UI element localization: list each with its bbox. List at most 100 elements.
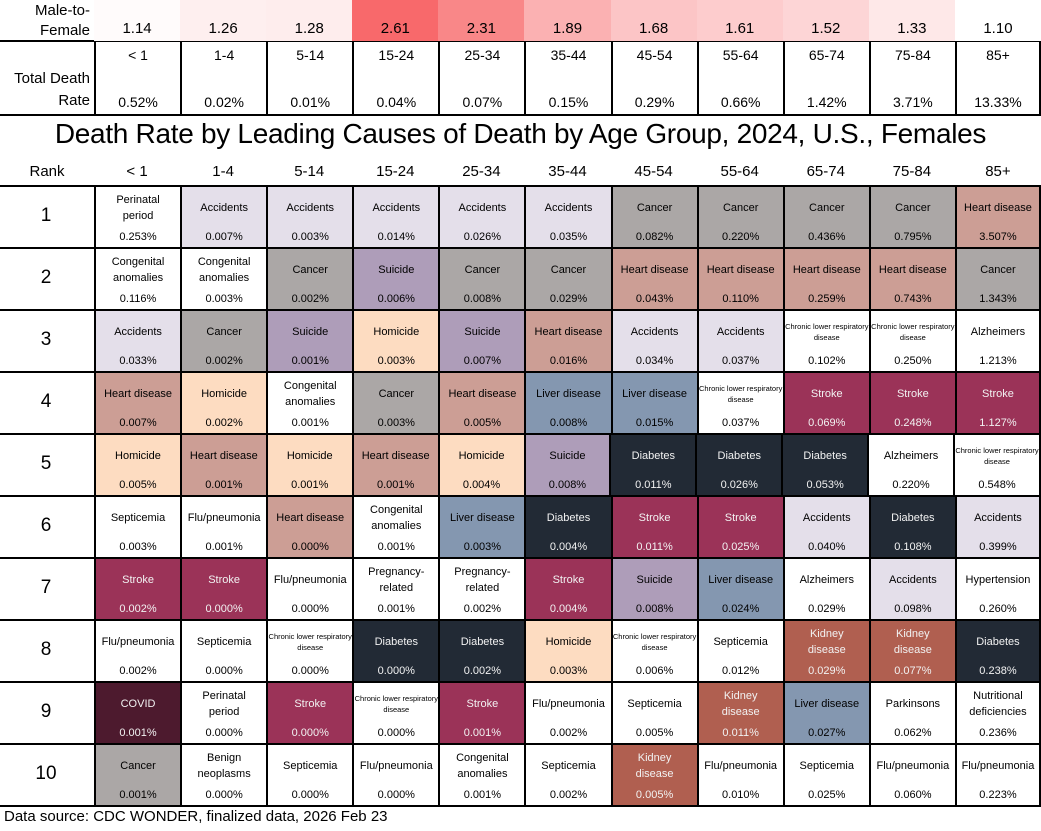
cause-cell: Accidents 0.026% (438, 187, 525, 247)
cause-rate: 0.006% (635, 665, 674, 677)
cause-rate: 0.011% (635, 479, 672, 491)
cause-rate: 0.110% (722, 293, 759, 305)
total-cell: 35-44 0.15% (524, 42, 610, 114)
cause-name: Chronic lower respiratory disease (871, 322, 955, 342)
cause-name: Alzheimers (970, 326, 1026, 338)
cause-rate: 0.004% (549, 603, 588, 615)
cause-cell: Flu/pneumonia 0.000% (352, 745, 438, 805)
cause-name-box: Congenital anomalies (284, 373, 337, 415)
cause-rate: 0.040% (808, 541, 846, 553)
cause-name: Diabetes (631, 450, 676, 462)
total-death-rate-value: 0.01% (290, 94, 331, 110)
cause-name-box: Benign neoplasms (198, 745, 251, 787)
cause-rate: 0.005% (463, 417, 502, 429)
cause-name-box: Perinatal period (116, 187, 159, 229)
cause-cell: Congenital anomalies 0.116% (94, 249, 180, 309)
cause-rate: 0.005% (635, 727, 674, 739)
cause-cell: Septicemia 0.003% (94, 497, 180, 557)
cause-name-box: Stroke (725, 497, 757, 539)
cause-name: Suicide (292, 326, 329, 338)
cause-name-box: Cancer (980, 249, 1015, 291)
cause-name: Heart disease (189, 450, 258, 462)
age-group-label: 55-64 (722, 47, 759, 63)
cause-cell: Homicide 0.004% (437, 435, 524, 495)
rank-row: 7 Stroke 0.002% Stroke 0.000% Flu/pneumonia 0.… (0, 559, 1041, 621)
cause-name-box: Kidney disease (894, 621, 932, 663)
cause-name-box: Cancer (637, 187, 672, 229)
age-group-header: 5-14 (294, 163, 325, 180)
total-cell: 65-74 1.42% (782, 42, 869, 114)
age-group-label: < 1 (128, 47, 148, 63)
cause-name: Benign neoplasms (197, 752, 251, 780)
cause-name: Liver disease (536, 388, 601, 400)
cause-cell: Septicemia 0.025% (782, 745, 869, 805)
cause-name-box: Congenital anomalies (198, 249, 251, 291)
cause-name: Flu/pneumonia (704, 760, 778, 772)
ratio-value: 2.61 (352, 0, 439, 41)
rank-row: 1 Perinatal period 0.253% Accidents 0.007% Ac… (0, 187, 1041, 249)
cause-name-box: Kidney disease (636, 745, 674, 787)
cause-rate: 0.002% (463, 603, 502, 615)
cause-name-box: Homicide (201, 373, 247, 415)
cause-name: Stroke (122, 574, 154, 586)
cause-cell: Alzheimers 0.220% (867, 435, 953, 495)
cause-name-box: Chronic lower respiratory disease (699, 373, 783, 415)
cause-cell: Kidney disease 0.011% (696, 683, 783, 743)
cause-rate: 0.000% (291, 603, 329, 615)
cause-name: Liver disease (449, 512, 515, 524)
cause-cell: Heart disease 0.001% (179, 435, 266, 495)
data-source: Data source: CDC WONDER, finalized data,… (4, 808, 388, 825)
cause-cell: Cancer 0.002% (266, 249, 353, 309)
cause-rate: 0.000% (205, 665, 243, 677)
cause-rate: 0.003% (377, 417, 415, 429)
cause-name: Parkinsons (885, 698, 941, 710)
cause-name: Kidney disease (635, 752, 674, 780)
cause-rate: 0.000% (377, 789, 415, 801)
cause-rate: 0.037% (722, 355, 760, 367)
cause-name: Stroke (724, 512, 757, 524)
rank-number: 10 (35, 763, 57, 784)
cause-name: Kidney disease (893, 628, 932, 656)
total-cell: 55-64 0.66% (696, 42, 783, 114)
cause-cell: Accidents 0.014% (352, 187, 439, 247)
cause-name: Accidents (802, 512, 851, 524)
cause-name-box: Stroke (811, 373, 843, 415)
total-death-rate-value: 3.71% (893, 94, 933, 110)
cause-rate: 0.003% (463, 541, 502, 553)
cause-name-box: Liver disease (450, 497, 515, 539)
cause-name: Accidents (630, 326, 679, 338)
cause-name-box: Heart disease (964, 187, 1032, 229)
cause-cell: Flu/pneumonia 0.060% (868, 745, 955, 805)
cause-cell: Stroke 0.000% (180, 559, 267, 619)
cause-rate: 0.223% (979, 789, 1017, 801)
cause-rate: 0.102% (808, 355, 846, 367)
cause-name: Alzheimers (883, 450, 939, 462)
cause-rate: 0.001% (377, 603, 415, 615)
cause-cell: Accidents 0.003% (266, 187, 353, 247)
cause-rate: 0.220% (892, 479, 930, 491)
cause-cell: Stroke 0.248% (868, 373, 955, 433)
cause-cell: Heart disease 0.043% (610, 249, 697, 309)
cause-name: Cancer (895, 202, 931, 214)
cause-rate: 0.000% (377, 665, 415, 677)
cause-name: Liver disease (708, 574, 774, 586)
cause-name: Cancer (722, 202, 759, 214)
cause-name: Cancer (120, 760, 156, 772)
cause-cell: Accidents 0.007% (180, 187, 267, 247)
total-cell: 15-24 0.04% (352, 42, 438, 114)
total-cell: 45-54 0.29% (610, 42, 697, 114)
cause-cell: Chronic lower respiratory disease 0.000% (352, 683, 438, 743)
cause-name: Diabetes (803, 450, 847, 462)
cause-cell: Cancer 0.003% (352, 373, 439, 433)
total-cell: 1-4 0.02% (180, 42, 266, 114)
cause-name: Chronic lower respiratory disease (354, 694, 438, 714)
total-death-rate-value: 0.66% (720, 94, 761, 110)
cause-name-box: Accidents (459, 187, 507, 229)
cause-rate: 3.507% (979, 231, 1017, 243)
age-group-header: 55-64 (720, 163, 759, 180)
cause-cell: Flu/pneumonia 0.000% (266, 559, 352, 619)
cause-name-box: Suicide (292, 311, 328, 353)
cause-rate: 0.005% (635, 789, 674, 801)
cause-name-box: Flu/pneumonia (532, 683, 605, 725)
cause-rate: 0.000% (291, 541, 329, 553)
